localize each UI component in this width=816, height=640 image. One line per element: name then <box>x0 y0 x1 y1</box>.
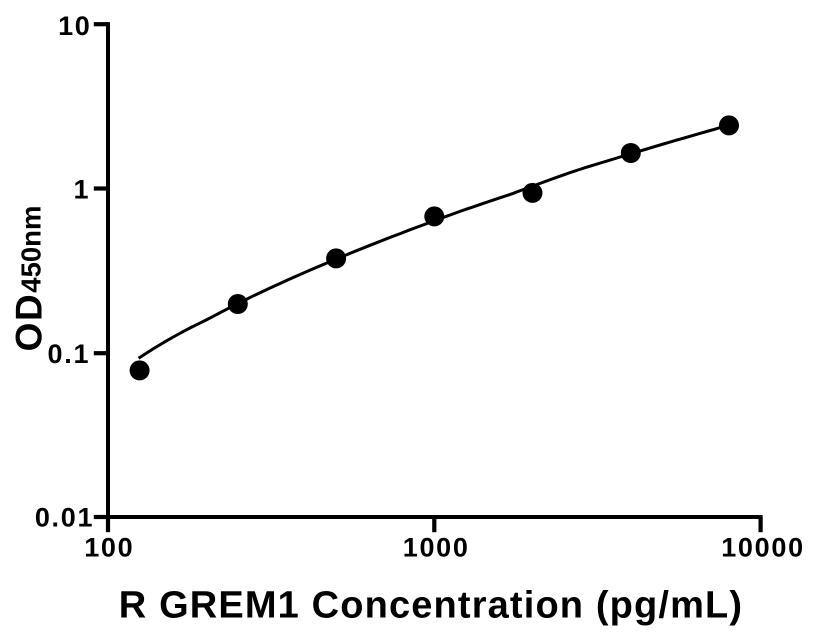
svg-text:10: 10 <box>58 11 91 41</box>
svg-text:100: 100 <box>84 533 134 563</box>
svg-text:1000: 1000 <box>403 533 470 563</box>
svg-text:1: 1 <box>73 174 90 204</box>
svg-text:10000: 10000 <box>721 533 805 563</box>
svg-text:0.01: 0.01 <box>35 503 94 533</box>
svg-text:0.1: 0.1 <box>48 339 91 369</box>
svg-text:R GREM1 Concentration (pg/mL): R GREM1 Concentration (pg/mL) <box>119 585 743 627</box>
svg-text:OD450nm: OD450nm <box>9 206 50 352</box>
